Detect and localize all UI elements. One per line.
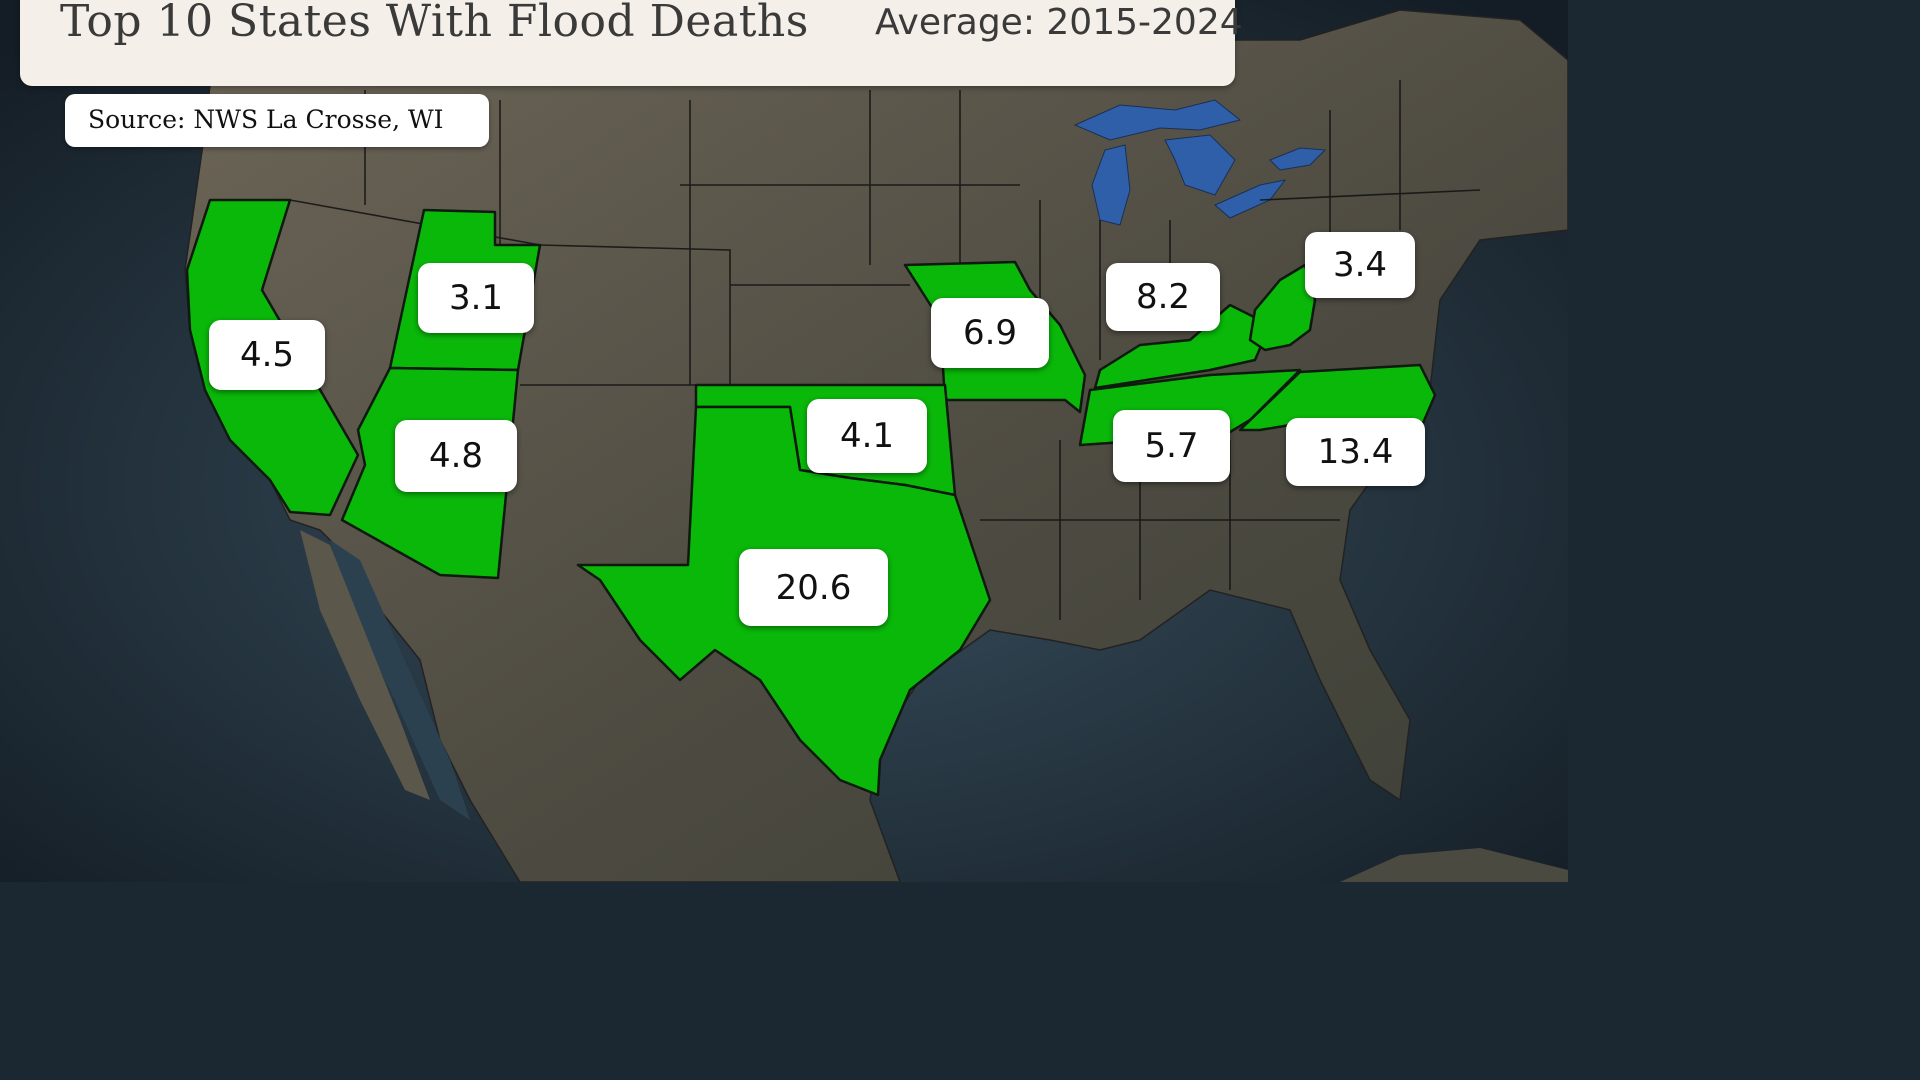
value-label-north-carolina: 13.4 [1286,418,1425,486]
value-label-kentucky: 8.2 [1106,263,1220,331]
lake-ontario [1269,147,1327,171]
value-label-texas: 20.6 [739,549,888,626]
lake-erie [1214,179,1287,219]
lake-huron [1164,134,1236,196]
baja-peninsula [300,530,430,800]
source-text: Source: NWS La Crosse, WI [88,105,444,134]
value-label-tennessee: 5.7 [1113,410,1230,482]
value-label-arizona: 4.8 [395,420,517,492]
date-range-subtitle: Average: 2015-2024 [875,2,1243,43]
value-label-oklahoma: 4.1 [807,399,927,473]
lake-superior [1073,99,1242,141]
lake-michigan [1091,144,1131,226]
title-banner: Top 10 States With Flood Deaths Average:… [20,0,1243,86]
value-label-utah: 3.1 [418,263,534,333]
state-west-virginia [1248,263,1317,352]
page-title: Top 10 States With Flood Deaths [60,0,809,47]
source-badge: Source: NWS La Crosse, WI [65,94,489,147]
value-label-missouri: 6.9 [931,298,1049,368]
gulf-of-california [330,540,470,820]
cuba [1340,848,1568,882]
value-label-california: 4.5 [209,320,325,390]
value-label-west-virginia: 3.4 [1305,232,1415,298]
